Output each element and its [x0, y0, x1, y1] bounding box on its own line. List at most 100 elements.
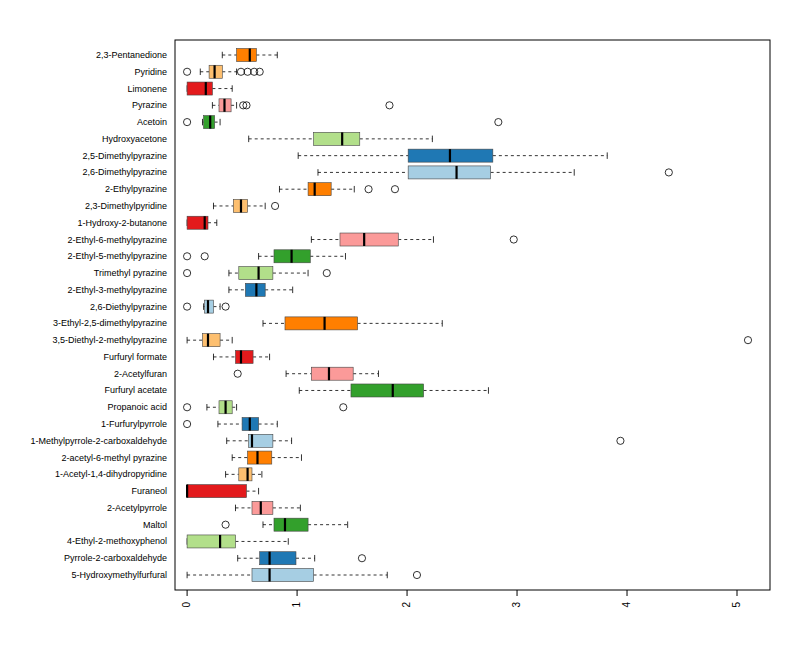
lower-whisker	[299, 390, 351, 391]
box	[187, 485, 246, 498]
median	[341, 132, 343, 145]
median	[268, 552, 270, 565]
upper-whisker	[310, 256, 345, 257]
plot-frame	[175, 40, 770, 590]
max-staple	[277, 52, 278, 59]
box	[204, 116, 215, 129]
min-staple	[286, 370, 287, 377]
box	[242, 418, 258, 431]
x-tick	[627, 590, 628, 596]
max-staple	[236, 404, 237, 411]
x-tick	[407, 590, 408, 596]
outlier	[386, 102, 393, 109]
outlier	[256, 68, 263, 75]
box-group	[222, 49, 277, 62]
box	[239, 468, 252, 481]
outlier	[665, 169, 672, 176]
min-staple	[213, 354, 214, 361]
lower-whisker	[207, 407, 219, 408]
max-staple	[291, 438, 292, 445]
upper-whisker	[493, 155, 607, 156]
category-label: Pyridine	[134, 67, 167, 77]
max-staple	[314, 555, 315, 562]
median	[284, 518, 286, 531]
lower-whisker	[263, 323, 285, 324]
chart: 0123452,3-PentanedionePyridineLimonenePy…	[0, 0, 798, 653]
lower-whisker	[222, 55, 236, 56]
category-label: 2-Acetylpyrrole	[107, 503, 167, 513]
category-label: 1-Hydroxy-2-butanone	[77, 218, 167, 228]
y-axis: 2,3-PentanedionePyridineLimonenePyrazine…	[30, 50, 167, 580]
outlier	[183, 420, 190, 427]
max-staple	[300, 505, 301, 512]
box-group	[318, 166, 672, 179]
max-staple	[607, 152, 608, 159]
box-group	[299, 384, 488, 397]
lower-whisker	[229, 289, 245, 290]
box-group	[213, 350, 269, 363]
lower-whisker	[226, 474, 239, 475]
median	[249, 418, 251, 431]
outlier	[237, 68, 244, 75]
category-label: Pyrrole-2-carboxaldehyde	[64, 553, 167, 563]
box	[219, 99, 231, 112]
upper-whisker	[259, 424, 278, 425]
x-tick-label: 5	[731, 602, 742, 608]
x-tick	[737, 590, 738, 596]
upper-whisker	[273, 273, 308, 274]
lower-whisker	[187, 340, 202, 341]
x-axis: 012345	[181, 590, 742, 608]
lower-whisker	[212, 105, 219, 106]
box-group	[232, 451, 301, 464]
category-label: Furaneol	[131, 486, 167, 496]
category-label: 2-Ethyl-5-methylpyrazine	[67, 251, 167, 261]
median	[251, 434, 253, 447]
box-group	[234, 367, 378, 380]
category-label: 2,3-Dimethylpyridine	[85, 201, 167, 211]
min-staple	[187, 572, 188, 579]
outlier	[222, 303, 229, 310]
max-staple	[442, 320, 443, 327]
min-staple	[206, 404, 207, 411]
lower-whisker	[286, 373, 311, 374]
box	[233, 199, 247, 212]
box-group	[235, 501, 300, 514]
box	[249, 434, 273, 447]
box	[308, 183, 331, 196]
median	[207, 334, 209, 347]
min-staple	[213, 203, 214, 210]
box-group	[227, 434, 624, 447]
outlier	[183, 303, 190, 310]
lower-whisker	[249, 138, 314, 139]
box	[187, 216, 208, 229]
box-group	[187, 569, 420, 582]
median	[455, 166, 457, 179]
median	[219, 535, 221, 548]
max-staple	[292, 287, 293, 294]
box-group	[226, 468, 262, 481]
category-label: 2-Acetylfuran	[114, 369, 167, 379]
lower-whisker	[232, 457, 247, 458]
median	[314, 183, 316, 196]
max-staple	[387, 572, 388, 579]
upper-whisker	[353, 373, 378, 374]
lower-whisker	[229, 273, 239, 274]
box	[239, 267, 273, 280]
median	[186, 485, 188, 498]
outlier	[183, 68, 190, 75]
outlier	[365, 186, 372, 193]
max-staple	[433, 236, 434, 243]
box-group	[187, 485, 258, 498]
box-group	[183, 418, 277, 431]
median	[224, 401, 226, 414]
box-group	[187, 216, 217, 229]
box-group	[212, 99, 393, 112]
max-staple	[220, 119, 221, 126]
box	[285, 317, 358, 330]
min-staple	[225, 471, 226, 478]
upper-whisker	[360, 138, 433, 139]
median	[328, 367, 330, 380]
upper-whisker	[232, 407, 236, 408]
x-tick-label: 4	[621, 602, 632, 608]
lower-whisker	[213, 356, 235, 357]
